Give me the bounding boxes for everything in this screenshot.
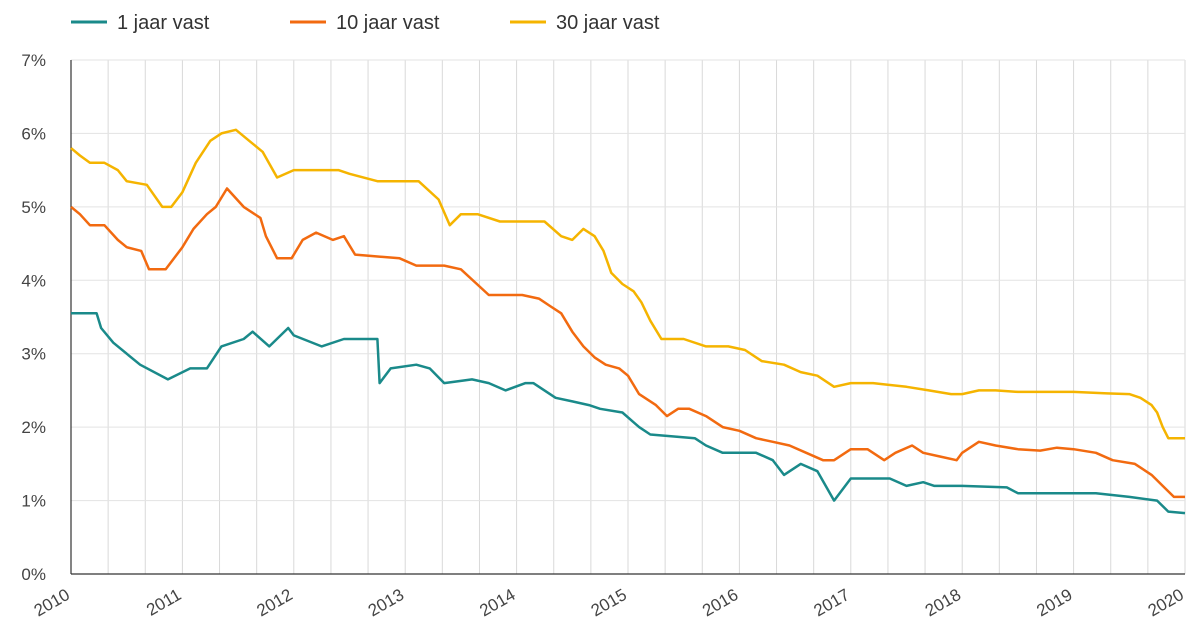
x-axis: 2010 2011 2012 2013 2014 2015 2016 2017 2018 2019…: [31, 585, 1187, 620]
y-axis: 0% 1% 2% 3% 4% 5% 6% 7%: [21, 51, 46, 584]
y-tick-label: 3%: [21, 345, 46, 364]
series-group: [70, 128, 1186, 515]
legend: 1 jaar vast 10 jaar vast 30 jaar vast: [71, 12, 660, 34]
x-tick-label: 2017: [811, 585, 853, 620]
legend-label-1-jaar-vast: 1 jaar vast: [117, 12, 210, 34]
series-line-30-jaar-vast: [70, 128, 1185, 440]
y-tick-label: 1%: [21, 492, 46, 511]
y-tick-label: 5%: [21, 198, 46, 217]
grid: [70, 59, 1186, 575]
legend-label-30-jaar-vast: 30 jaar vast: [556, 12, 660, 34]
x-tick-label: 2014: [476, 585, 518, 620]
x-tick-label: 2018: [922, 585, 964, 620]
y-tick-label: 2%: [21, 418, 46, 437]
series-line-10-jaar-vast: [70, 187, 1185, 499]
y-tick-label: 0%: [21, 565, 46, 584]
series-line-1-jaar-vast: [71, 312, 1186, 515]
legend-label-10-jaar-vast: 10 jaar vast: [336, 12, 440, 34]
y-tick-label: 7%: [21, 51, 46, 70]
x-tick-label: 2015: [588, 585, 630, 620]
x-tick-label: 2011: [143, 585, 184, 620]
y-tick-label: 4%: [21, 271, 46, 290]
x-tick-label: 2020: [1145, 585, 1187, 620]
x-tick-label: 2016: [699, 585, 741, 620]
x-tick-label: 2012: [254, 585, 296, 620]
x-tick-label: 2013: [365, 585, 407, 620]
x-tick-label: 2019: [1033, 585, 1075, 620]
x-tick-label: 2010: [31, 585, 73, 620]
y-tick-label: 6%: [21, 124, 46, 143]
